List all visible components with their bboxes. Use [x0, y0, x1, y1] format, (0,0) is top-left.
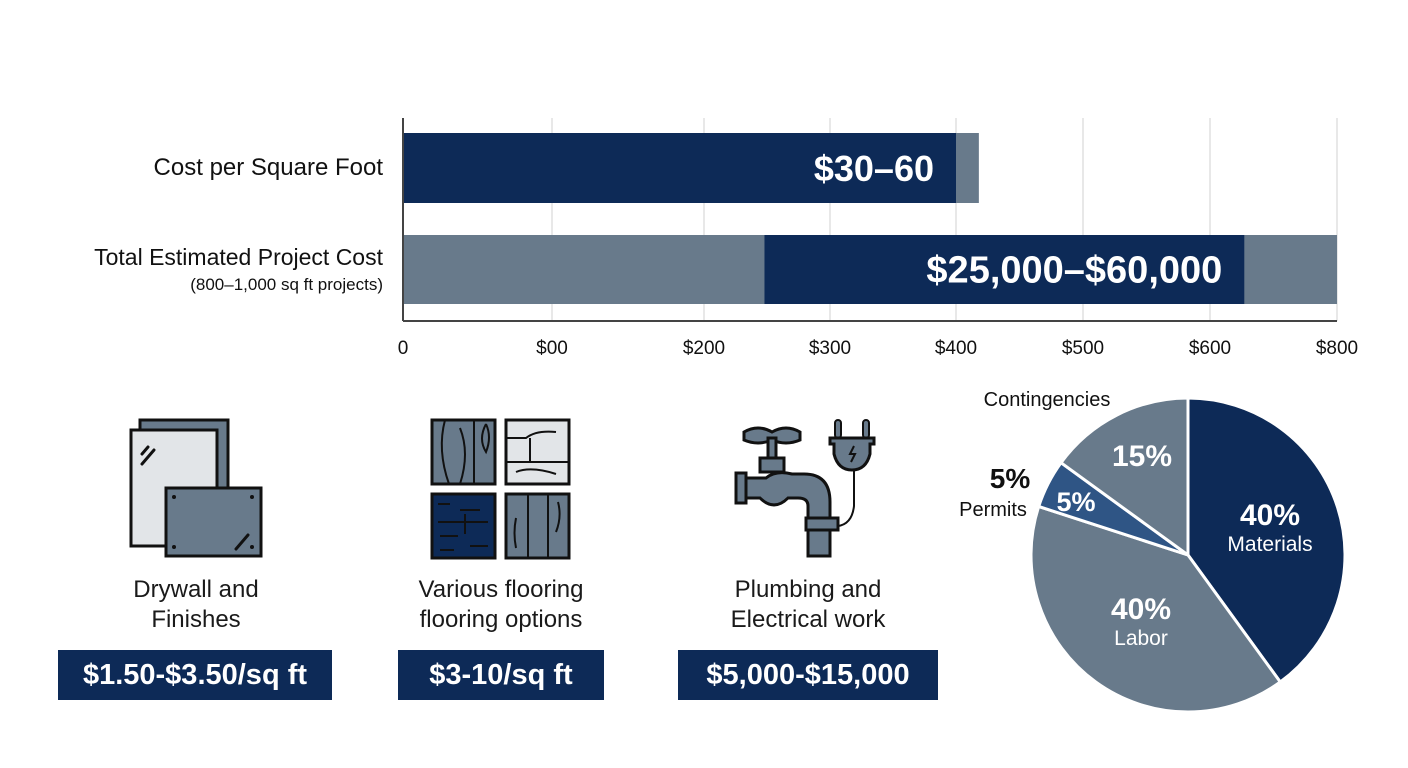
pie-label-permits: Permits: [959, 499, 1027, 521]
bar-range: [403, 133, 956, 203]
pie-value-permits: 5%: [1056, 487, 1096, 517]
category-label-total-cost: Total Estimated Project Cost: [94, 244, 383, 270]
x-tick-label: $500: [1061, 338, 1105, 359]
x-tick-label: $00: [536, 338, 568, 359]
bar-data-label: $25,000–$60,000: [926, 250, 1222, 292]
price-badge-drywall: $1.50-$3.50/sq ft: [58, 650, 332, 700]
item-title-drywall: Drywall and Finishes: [46, 575, 346, 635]
item-title-line: Various flooring: [418, 576, 584, 603]
category-label-cost-per-sqft: Cost per Square Foot: [153, 154, 383, 181]
bar-range: [764, 235, 1245, 304]
pie-label-labor: Labor: [1114, 627, 1168, 650]
x-tick-label: $600: [1188, 338, 1232, 359]
pie-slice-contingencies: [1059, 396, 1190, 557]
price-badge-flooring: $3-10/sq ft: [398, 650, 604, 700]
price-badge-plumbing: $5,000-$15,000: [678, 650, 938, 700]
item-title-line: Finishes: [151, 606, 241, 633]
bar-chart: $30–60 $25,000–$60,000: [402, 118, 1338, 322]
x-tick-label: $200: [682, 338, 726, 359]
pie-chart: [1029, 396, 1347, 714]
x-tick-label: $300: [808, 338, 852, 359]
x-tick-label: $800: [1315, 338, 1359, 359]
item-title-line: flooring options: [419, 606, 583, 633]
faucet-plug-icon: [732, 418, 882, 565]
pie-slice-labor: [1029, 504, 1282, 714]
pie-outside-value-permits: 5%: [989, 463, 1031, 494]
pie-label-contingencies: Contingencies: [983, 389, 1111, 411]
bar-data-label: $30–60: [814, 148, 934, 189]
drywall-panels-icon: [128, 418, 264, 565]
pie-value-materials: 40%: [1239, 499, 1301, 532]
item-title-line: Drywall and: [133, 576, 259, 603]
flooring-tiles-icon: [430, 418, 572, 565]
x-tick-label: 0: [397, 338, 409, 359]
pie-label-materials: Materials: [1227, 533, 1313, 556]
category-subtitle-total-cost: (800–1,000 sq ft projects): [190, 275, 383, 294]
item-title-line: Plumbing and: [734, 576, 882, 603]
x-tick-label: $400: [934, 338, 978, 359]
item-title-line: Electrical work: [730, 606, 886, 633]
pie-slice-materials: [1186, 396, 1347, 684]
item-title-flooring: Various flooring flooring options: [351, 575, 651, 635]
item-title-plumbing: Plumbing and Electrical work: [658, 575, 958, 635]
pie-value-labor: 40%: [1110, 593, 1172, 626]
pie-value-contingencies: 15%: [1111, 440, 1173, 473]
